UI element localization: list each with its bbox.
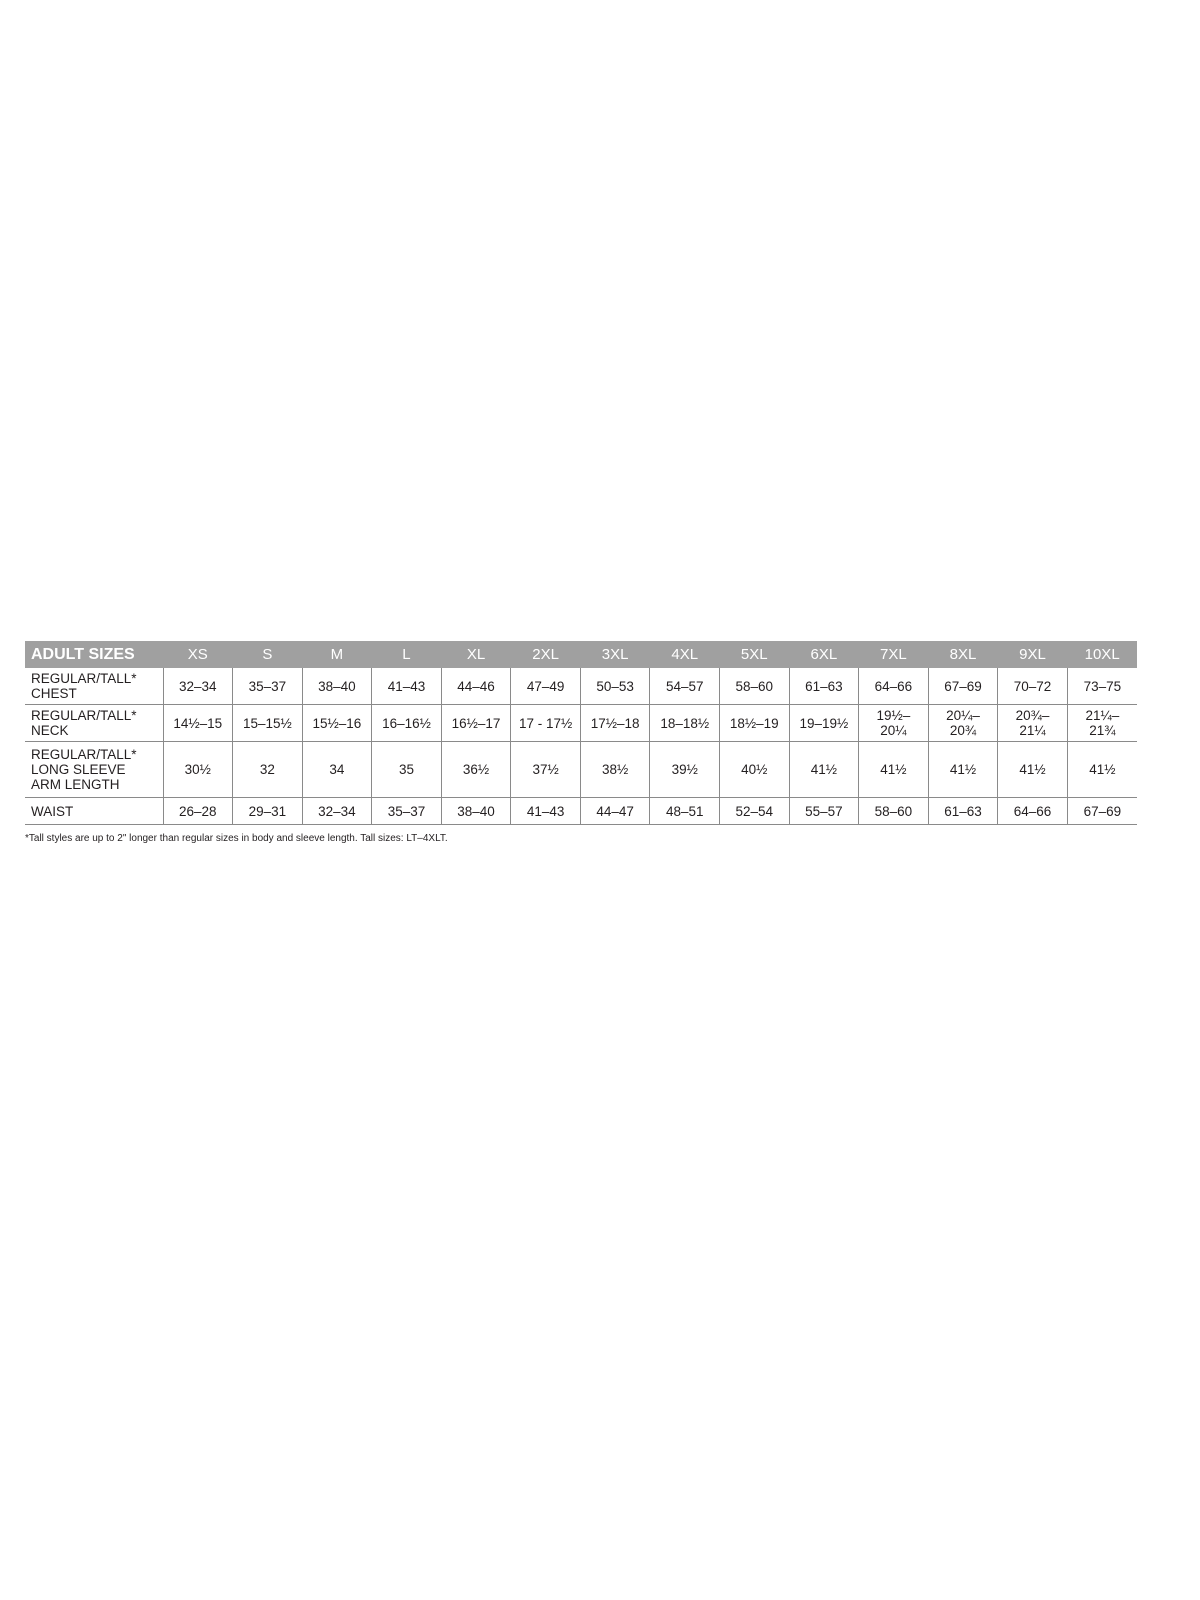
size-header: XL (441, 641, 511, 668)
row-label: WAIST (25, 797, 163, 825)
size-header: 5XL (719, 641, 790, 668)
size-value-cell: 17½–18 (579, 704, 650, 742)
size-value-cell: 18–18½ (649, 704, 720, 742)
row-label-line: CHEST (31, 686, 77, 701)
row-label-line: REGULAR/TALL* (31, 747, 137, 762)
footnote: *Tall styles are up to 2" longer than re… (25, 833, 448, 844)
size-header: L (371, 641, 442, 668)
size-value-cell: 29–31 (232, 797, 303, 825)
row-label-line: REGULAR/TALL* (31, 671, 137, 686)
size-value-cell: 50–53 (579, 668, 650, 705)
table-row: WAIST 26–28 29–31 32–34 35–37 38–40 41–43 44–47… (25, 797, 1137, 825)
size-header: 8XL (928, 641, 998, 668)
size-header: 9XL (997, 641, 1068, 668)
size-value-cell: 58–60 (858, 797, 929, 825)
size-header: M (302, 641, 372, 668)
header-corner: ADULT SIZES (25, 641, 163, 668)
row-label: REGULAR/TALL* LONG SLEEVE ARM LENGTH (25, 741, 163, 798)
size-value-cell: 39½ (649, 741, 720, 798)
size-value-cell: 36½ (440, 741, 511, 798)
size-value-cell: 19½– 20¼ (858, 704, 929, 742)
size-value-cell: 41½ (858, 741, 929, 798)
size-value-cell: 15–15½ (232, 704, 303, 742)
size-value-cell: 41½ (927, 741, 998, 798)
size-value-cell: 70–72 (997, 668, 1068, 705)
table-row: REGULAR/TALL* NECK 14½–15 15–15½ 15½–16 16–16… (25, 704, 1137, 742)
row-label-line: REGULAR/TALL* (31, 708, 137, 723)
table-row: REGULAR/TALL* LONG SLEEVE ARM LENGTH 30½ 32 3… (25, 741, 1137, 798)
size-header: 6XL (789, 641, 859, 668)
size-value-cell: 38–40 (440, 797, 511, 825)
size-value-cell: 32 (232, 741, 303, 798)
size-value-cell: 67–69 (1066, 797, 1137, 825)
size-header: S (232, 641, 303, 668)
size-value-cell: 26–28 (162, 797, 233, 825)
size-value-cell: 21¼– 21¾ (1066, 704, 1137, 742)
size-value-cell: 54–57 (649, 668, 720, 705)
size-value-cell: 55–57 (788, 797, 859, 825)
size-value-cell: 34 (301, 741, 372, 798)
size-header: 10XL (1067, 641, 1137, 668)
size-value-cell: 20¼– 20¾ (927, 704, 998, 742)
header-row: ADULT SIZES XS S M L XL 2XL 3XL 4XL 5XL 6XL 7XL 8XL… (25, 641, 1137, 668)
size-value-cell: 37½ (510, 741, 581, 798)
size-value-cell: 35–37 (371, 797, 442, 825)
row-label-line: NECK (31, 723, 69, 738)
size-header: 3XL (580, 641, 650, 668)
size-value-cell: 20¾– 21¼ (997, 704, 1068, 742)
size-value-cell: 58–60 (719, 668, 790, 705)
size-header: XS (163, 641, 233, 668)
size-value-cell: 30½ (162, 741, 233, 798)
row-label-line: LONG SLEEVE (31, 762, 126, 777)
size-value-cell: 48–51 (649, 797, 720, 825)
table-row: REGULAR/TALL* CHEST 32–34 35–37 38–40 41–43 44… (25, 668, 1137, 705)
size-value-cell: 73–75 (1066, 668, 1137, 705)
size-header: 7XL (858, 641, 929, 668)
size-value-cell: 52–54 (719, 797, 790, 825)
size-value-cell: 32–34 (162, 668, 233, 705)
size-value-cell: 44–46 (440, 668, 511, 705)
size-value-cell: 67–69 (927, 668, 998, 705)
row-label: REGULAR/TALL* NECK (25, 704, 163, 742)
size-value-cell: 41½ (997, 741, 1068, 798)
row-label-line: ARM LENGTH (31, 777, 120, 792)
size-value-cell: 40½ (719, 741, 790, 798)
size-value-cell: 44–47 (579, 797, 650, 825)
size-value-cell: 47–49 (510, 668, 581, 705)
size-value-cell: 18½–19 (719, 704, 790, 742)
row-label: REGULAR/TALL* CHEST (25, 668, 163, 705)
size-value-cell: 64–66 (858, 668, 929, 705)
size-value-cell: 35–37 (232, 668, 303, 705)
size-value-cell: 41–43 (371, 668, 442, 705)
size-header: 4XL (649, 641, 720, 668)
size-value-cell: 17 - 17½ (510, 704, 581, 742)
size-value-cell: 32–34 (301, 797, 372, 825)
size-chart-table: ADULT SIZES XS S M L XL 2XL 3XL 4XL 5XL 6XL 7XL 8XL… (25, 641, 1137, 825)
row-label-line: WAIST (31, 803, 74, 819)
size-value-cell: 41½ (1066, 741, 1137, 798)
size-value-cell: 61–63 (927, 797, 998, 825)
size-value-cell: 61–63 (788, 668, 859, 705)
size-value-cell: 38–40 (301, 668, 372, 705)
size-value-cell: 16–16½ (371, 704, 442, 742)
size-value-cell: 41½ (788, 741, 859, 798)
size-value-cell: 35 (371, 741, 442, 798)
size-value-cell: 15½–16 (301, 704, 372, 742)
size-value-cell: 64–66 (997, 797, 1068, 825)
size-value-cell: 41–43 (510, 797, 581, 825)
size-value-cell: 16½–17 (440, 704, 511, 742)
size-value-cell: 14½–15 (162, 704, 233, 742)
size-value-cell: 38½ (579, 741, 650, 798)
size-value-cell: 19–19½ (788, 704, 859, 742)
size-header: 2XL (510, 641, 581, 668)
